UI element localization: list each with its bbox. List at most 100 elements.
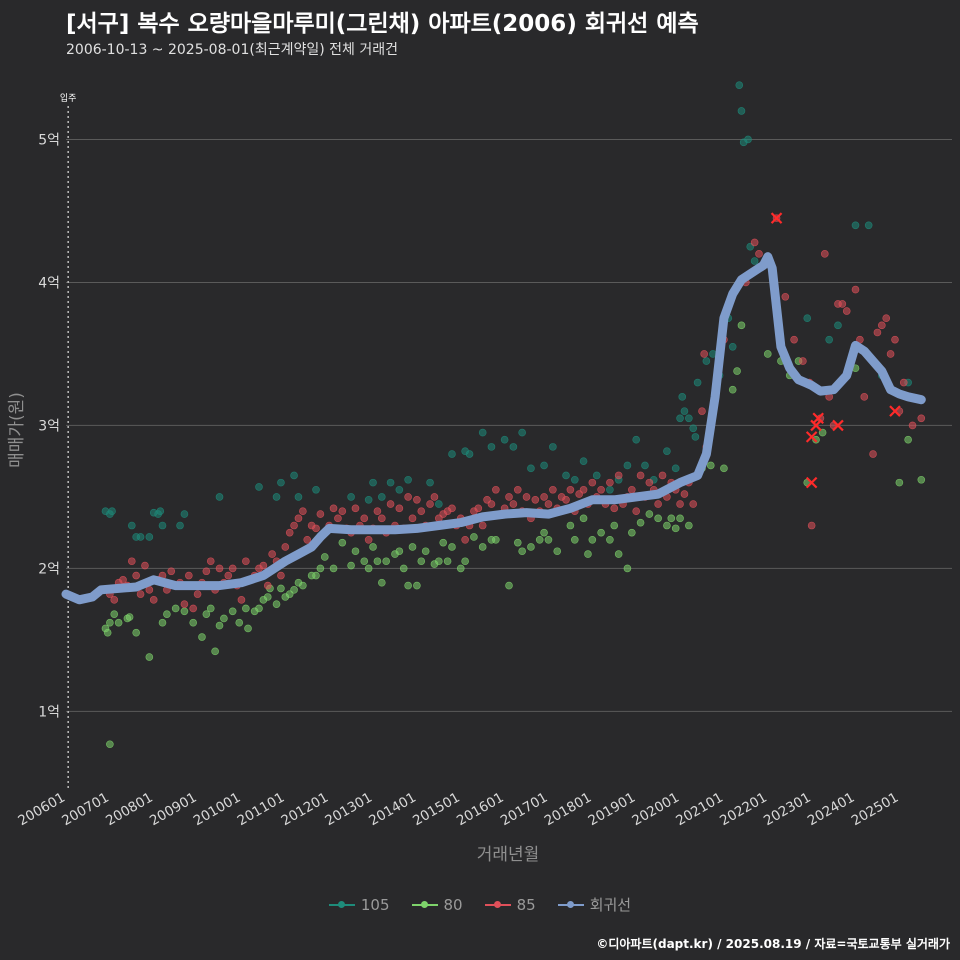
- point-80: [106, 618, 114, 627]
- point-85: [689, 500, 698, 508]
- point-85: [878, 321, 886, 330]
- point-80: [211, 647, 219, 656]
- cancel-marker: [805, 476, 818, 489]
- point-85: [610, 504, 619, 513]
- x-tick-label: 201701: [498, 790, 551, 830]
- point-105: [632, 435, 640, 444]
- x-tick-label: 201401: [366, 790, 419, 830]
- point-105: [136, 533, 145, 541]
- x-tick-label: 200701: [59, 790, 112, 830]
- legend-item-105[interactable]: 105: [328, 895, 390, 914]
- x-tick-label: 201301: [322, 790, 375, 830]
- point-80: [228, 607, 237, 616]
- point-85: [614, 471, 623, 480]
- point-85: [908, 421, 917, 430]
- point-85: [386, 500, 395, 508]
- point-105: [851, 221, 860, 230]
- point-105: [294, 493, 303, 501]
- point-80: [663, 521, 671, 530]
- legend-label-105: 105: [360, 895, 390, 914]
- point-85: [505, 493, 513, 501]
- point-85: [127, 557, 136, 566]
- x-tick-label: 201801: [542, 790, 595, 830]
- point-80: [579, 514, 588, 523]
- point-85: [132, 571, 140, 580]
- legend: 105 80 85 회귀선: [0, 894, 960, 915]
- point-80: [763, 350, 772, 358]
- cancel-marker: [770, 212, 783, 224]
- point-105: [290, 471, 298, 480]
- point-105: [509, 443, 518, 451]
- y-tick-label: 2억: [38, 561, 60, 577]
- point-85: [364, 536, 373, 544]
- legend-item-regression[interactable]: 회귀선: [557, 894, 632, 915]
- point-105: [465, 450, 474, 458]
- point-85: [119, 576, 127, 584]
- point-80: [654, 514, 662, 523]
- point-85: [141, 561, 149, 570]
- legend-item-85[interactable]: 85: [484, 895, 536, 914]
- x-tick-label: 202001: [629, 790, 682, 830]
- point-105: [864, 221, 873, 230]
- point-105: [540, 461, 548, 470]
- point-85: [136, 590, 145, 598]
- y-tick-label: 5억: [38, 132, 60, 148]
- point-80: [606, 536, 614, 544]
- point-105: [277, 478, 285, 487]
- point-80: [404, 581, 412, 590]
- legend-label-85: 85: [516, 895, 536, 914]
- point-80: [435, 557, 443, 566]
- y-tick-label: 1억: [38, 704, 60, 720]
- point-80: [255, 604, 263, 613]
- legend-label-regression: 회귀선: [589, 896, 632, 914]
- x-tick-label: 200901: [147, 790, 200, 830]
- point-85: [285, 528, 294, 537]
- point-85: [215, 564, 224, 573]
- x-tick-label: 201001: [191, 790, 244, 830]
- point-80: [206, 604, 215, 613]
- y-axis-title: 매매가(원): [7, 392, 27, 468]
- point-85: [417, 507, 426, 516]
- point-85: [917, 414, 926, 423]
- point-80: [733, 367, 741, 375]
- point-105: [435, 500, 443, 508]
- point-105: [386, 478, 395, 487]
- point-85: [873, 328, 882, 337]
- legend-key-regression: [557, 898, 584, 912]
- point-80: [685, 521, 693, 530]
- point-85: [851, 285, 860, 294]
- point-85: [540, 493, 548, 501]
- point-80: [235, 618, 244, 627]
- point-105: [641, 461, 649, 470]
- point-105: [562, 471, 570, 480]
- legend-key-80: [411, 898, 438, 912]
- point-80: [145, 653, 154, 661]
- point-105: [404, 475, 412, 484]
- point-85: [566, 485, 575, 494]
- point-85: [597, 485, 605, 494]
- point-85: [408, 514, 417, 523]
- point-85: [277, 571, 285, 580]
- point-85: [628, 485, 636, 494]
- point-85: [193, 590, 202, 598]
- point-85: [654, 500, 662, 508]
- point-80: [720, 464, 728, 473]
- point-105: [108, 507, 116, 516]
- point-80: [818, 428, 827, 437]
- point-85: [636, 471, 645, 480]
- point-80: [535, 536, 544, 544]
- legend-item-80[interactable]: 80: [411, 896, 463, 914]
- point-85: [290, 521, 298, 530]
- point-80: [570, 536, 579, 544]
- point-80: [527, 543, 535, 551]
- point-105: [750, 257, 759, 265]
- point-80: [163, 610, 171, 618]
- point-80: [448, 543, 456, 551]
- point-80: [110, 610, 119, 618]
- point-85: [869, 450, 877, 458]
- point-80: [667, 514, 676, 523]
- point-85: [549, 485, 557, 494]
- point-80: [312, 571, 320, 580]
- point-85: [487, 500, 496, 508]
